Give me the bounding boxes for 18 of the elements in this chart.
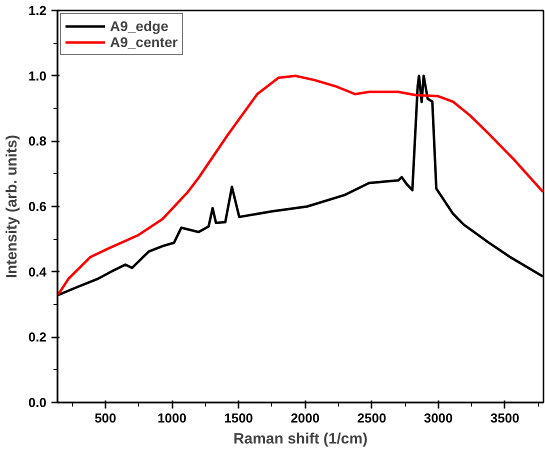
- x-tick-label: 3500: [490, 410, 520, 426]
- y-tick-label: 0.2: [28, 330, 47, 345]
- x-tick-label: 500: [94, 410, 116, 426]
- legend-label: A9_center: [110, 34, 178, 50]
- legend-label: A9_edge: [110, 18, 168, 34]
- x-tick-label: 1500: [224, 410, 254, 426]
- y-axis-title: Intensity (arb. units): [3, 134, 20, 278]
- y-tick-label: 0.6: [28, 199, 47, 214]
- y-tick-label: 0.4: [28, 264, 48, 280]
- x-tick-label: 3000: [424, 410, 453, 426]
- y-tick-label: 0.8: [28, 134, 47, 149]
- x-axis-title: Raman shift (1/cm): [233, 430, 368, 448]
- y-tick-label: 1.0: [28, 68, 47, 84]
- y-tick-label: 1.2: [28, 3, 47, 18]
- y-tick-label: 0.0: [28, 395, 47, 410]
- x-tick-label: 2500: [357, 410, 386, 426]
- x-tick-label: 1000: [158, 410, 186, 426]
- x-tick-label: 2000: [290, 410, 320, 426]
